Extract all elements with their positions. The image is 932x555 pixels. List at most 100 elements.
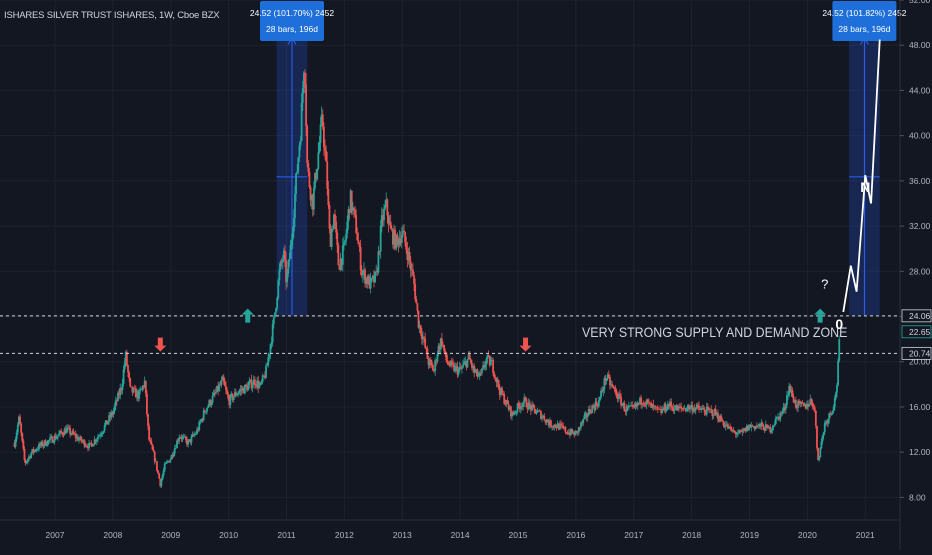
candle-body <box>807 404 809 407</box>
x-tick-label: 2015 <box>509 530 528 540</box>
candle-body <box>233 392 236 397</box>
candle <box>304 69 306 94</box>
candle-body <box>425 347 428 349</box>
candle <box>461 365 463 374</box>
candle <box>724 421 727 431</box>
candle-body <box>671 406 674 408</box>
candle-body <box>253 379 256 386</box>
candle <box>267 352 270 368</box>
candle <box>374 271 376 284</box>
candle <box>170 454 173 460</box>
candle-body <box>497 380 500 389</box>
candle <box>46 439 49 447</box>
candle <box>622 401 625 409</box>
candle <box>269 343 272 360</box>
candle-body <box>56 435 59 438</box>
candle-body <box>285 259 287 283</box>
candle-body <box>597 400 600 407</box>
candle-body <box>278 269 281 281</box>
candle-body <box>267 357 270 366</box>
candle <box>777 412 779 421</box>
candle <box>453 361 456 373</box>
candle <box>778 416 781 422</box>
candle-body <box>721 420 724 422</box>
candle <box>55 433 58 440</box>
candle-body <box>747 425 749 431</box>
candle <box>270 336 273 349</box>
candle <box>400 226 403 249</box>
candle-body <box>366 277 369 284</box>
candle <box>230 391 233 398</box>
candle-body <box>723 425 726 427</box>
candle-body <box>586 415 589 418</box>
candle-body <box>429 359 432 363</box>
candle <box>111 410 114 417</box>
candle <box>617 391 620 403</box>
candle <box>516 402 519 415</box>
candle-body <box>371 275 374 278</box>
candle <box>572 430 575 435</box>
candle <box>650 400 653 408</box>
candle <box>636 400 639 410</box>
candle <box>39 442 41 449</box>
candle <box>635 402 638 409</box>
candle <box>417 310 420 329</box>
candle-body <box>161 475 164 480</box>
candle <box>97 434 99 443</box>
candle-body <box>684 408 687 411</box>
candle-body <box>827 419 829 424</box>
candle-body <box>170 455 173 460</box>
candle-body <box>410 269 413 271</box>
candle-body <box>351 207 354 211</box>
candle <box>131 386 134 396</box>
candle <box>287 259 290 278</box>
candle-body <box>663 404 666 410</box>
candle <box>634 401 637 411</box>
candle <box>104 420 107 427</box>
candle <box>82 439 85 445</box>
candle-body <box>25 461 28 464</box>
arrow-down-icon <box>519 337 532 352</box>
candle <box>611 381 614 388</box>
candle <box>624 409 627 416</box>
candle-body <box>833 397 836 407</box>
candle-body <box>236 394 238 396</box>
candle-body <box>576 430 579 433</box>
candle <box>302 71 305 94</box>
candle <box>324 139 326 160</box>
candle-body <box>810 399 813 403</box>
candle-body <box>356 233 359 241</box>
candle-body <box>231 394 234 401</box>
candle-body <box>467 354 470 360</box>
candle-body <box>296 171 299 174</box>
candle <box>475 368 478 377</box>
candle-body <box>741 430 744 433</box>
candle-body <box>373 275 375 283</box>
candle <box>346 215 349 239</box>
candle-body <box>363 269 365 273</box>
candle-body <box>318 142 321 153</box>
candle-body <box>15 432 18 440</box>
candle <box>505 399 508 408</box>
candle-body <box>66 427 69 429</box>
candle <box>514 410 517 415</box>
candle-body <box>192 434 195 436</box>
candle <box>78 437 80 444</box>
candle-body <box>653 406 656 408</box>
candle-body <box>262 375 265 377</box>
candle <box>409 255 412 278</box>
candle-body <box>108 415 110 422</box>
candle-body <box>465 361 468 368</box>
candle-body <box>659 409 661 411</box>
candle-body <box>749 424 752 428</box>
candle <box>318 135 321 154</box>
candle-body <box>553 424 556 428</box>
candle <box>30 451 33 459</box>
candle-body <box>65 428 68 434</box>
candle-body <box>169 459 172 463</box>
candle-body <box>397 238 400 246</box>
y-tick-label: 32.00 <box>909 221 931 231</box>
candle-body <box>30 453 33 459</box>
candle-body <box>403 230 405 232</box>
candle-body <box>128 372 131 379</box>
